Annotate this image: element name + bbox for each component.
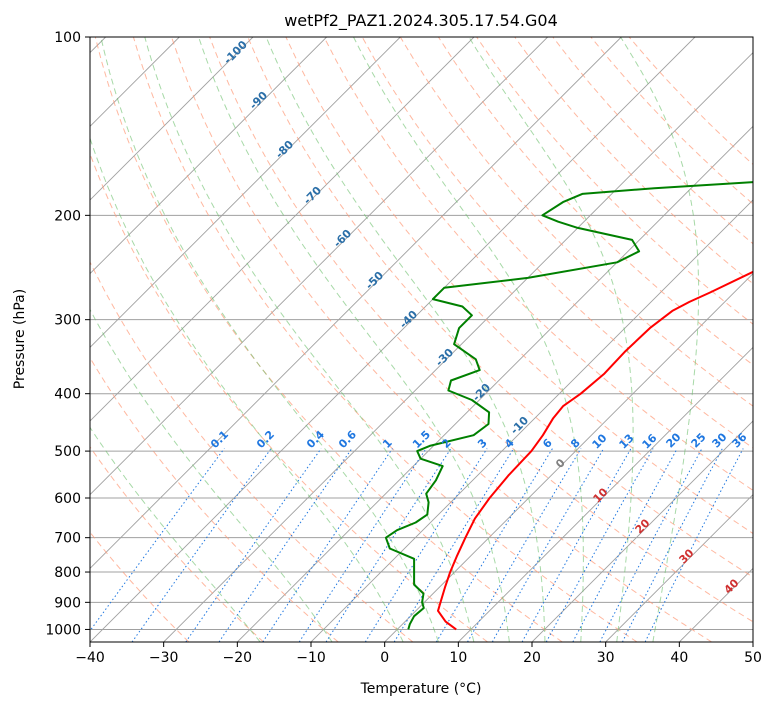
dry-adiabat-line	[514, 37, 753, 285]
mixing-ratio-line	[599, 448, 703, 642]
mixing-ratio-line	[325, 448, 452, 642]
y-tick-label: 500	[54, 444, 81, 460]
isotherm-line	[163, 52, 753, 642]
y-tick-label: 600	[54, 491, 81, 507]
isotherm-line	[90, 37, 548, 496]
moist-adiabat-line	[353, 37, 584, 642]
x-tick-label: −30	[149, 650, 179, 666]
mixing-ratio-line	[262, 448, 393, 642]
mixing-ratio-line	[393, 448, 515, 642]
moist-adiabat-line	[90, 136, 404, 642]
mixing-ratio-line	[185, 448, 322, 642]
x-tick-label: 0	[380, 650, 389, 666]
moist-adiabat-line	[144, 37, 475, 642]
moist-adiabat-line	[90, 308, 333, 642]
x-tick-label: −20	[223, 650, 253, 666]
x-tick-label: 30	[597, 650, 615, 666]
isotherm-line	[384, 273, 753, 642]
dry-adiabat-line	[90, 356, 339, 642]
x-tick-label: 20	[523, 650, 541, 666]
isotherm-line	[90, 37, 696, 642]
dry-adiabat-line	[209, 37, 753, 623]
x-tick-label: −10	[296, 650, 326, 666]
mixing-ratio-line	[218, 448, 353, 642]
isotherm-line	[90, 37, 401, 348]
x-tick-label: 40	[670, 650, 688, 666]
mixing-ratio-line	[572, 448, 678, 642]
temperature-profile-line	[437, 270, 753, 631]
mixing-ratio-line	[90, 448, 225, 632]
mixing-ratio-line	[467, 448, 582, 642]
isotherm-line	[90, 37, 254, 201]
dewpoint-profile-line	[384, 181, 753, 630]
isotherm-line	[90, 37, 475, 422]
x-tick-label: 10	[449, 650, 467, 666]
dry-adiabat-line	[90, 260, 414, 642]
isotherm-line	[237, 125, 753, 642]
dry-adiabat-line	[476, 37, 753, 325]
moist-adiabat-line	[90, 426, 261, 642]
y-tick-label: 800	[54, 565, 81, 581]
y-tick-label: 900	[54, 595, 81, 611]
x-tick-label: −40	[75, 650, 105, 666]
mixing-ratio-line	[644, 448, 744, 642]
y-tick-label: 700	[54, 531, 81, 547]
y-tick-label: 200	[54, 208, 81, 224]
mixing-ratio-line	[621, 448, 723, 642]
dry-adiabat-line	[171, 37, 712, 642]
moist-adiabat-line	[620, 37, 700, 642]
x-axis-label: Temperature (°C)	[360, 681, 482, 697]
moist-adiabat-line	[198, 37, 510, 642]
y-axis-label: Pressure (hPa)	[12, 289, 28, 389]
x-tick-label: 50	[744, 650, 762, 666]
isotherm-line	[531, 420, 753, 642]
chart-title: wetPf2_PAZ1.2024.305.17.54.G04	[284, 11, 558, 31]
mixing-ratio-line	[491, 448, 605, 642]
isotherm-line	[90, 37, 327, 275]
dry-adiabat-line	[247, 37, 753, 578]
dry-adiabat-line	[323, 37, 753, 491]
dry-adiabat-line	[285, 37, 753, 535]
isotherm-line	[458, 346, 753, 642]
mixing-ratio-line	[298, 448, 427, 642]
profile-lines	[384, 181, 753, 631]
y-tick-label: 300	[54, 313, 81, 329]
reference-lines	[90, 37, 753, 642]
plot-frame	[89, 36, 754, 643]
isotherm-line	[90, 37, 622, 569]
dry-adiabat-line	[90, 446, 264, 642]
mixing-ratio-line	[131, 448, 272, 642]
y-tick-label: 100	[54, 30, 81, 46]
moist-adiabat-line	[265, 37, 546, 642]
y-tick-label: 1000	[45, 622, 81, 638]
axes: −40 −30 −20 −10 0 10 20 30 40 50 100 200 300 400 500 60…	[45, 30, 762, 666]
grid-layer	[90, 37, 753, 642]
y-tick-label: 400	[54, 387, 81, 403]
dry-adiabat-line	[94, 37, 563, 642]
isotherm-line	[605, 494, 753, 642]
dry-adiabat-line	[132, 37, 638, 642]
